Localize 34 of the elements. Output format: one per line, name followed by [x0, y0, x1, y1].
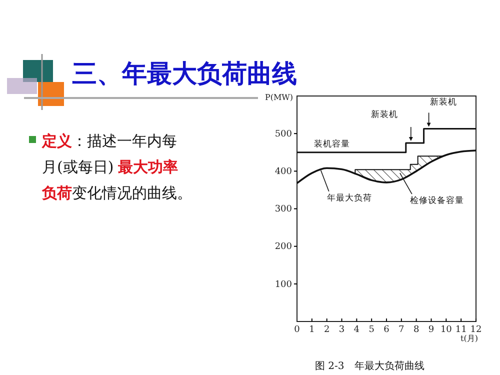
x-tick-label: 11	[455, 324, 467, 335]
text: ：描述一年内每	[72, 132, 177, 150]
x-tick-label: 7	[398, 324, 405, 335]
annotation: 新装机	[430, 96, 457, 108]
x-tick-label: 1	[309, 324, 315, 335]
x-tick-label: 0	[294, 324, 300, 335]
x-tick-label: 12	[470, 324, 482, 335]
chart-title: 三、年最大负荷曲线	[72, 59, 297, 88]
x-tick-label: 4	[354, 324, 360, 335]
caption: 图 2-3 年最大负荷曲线	[315, 360, 424, 372]
x-tick-label: 2	[324, 324, 330, 335]
x-tick-label: 5	[368, 324, 375, 335]
y-tick-label: 500	[274, 129, 292, 140]
text: 最大功率	[117, 158, 178, 176]
line-series	[296, 150, 477, 184]
annotation: 年最大负荷	[326, 192, 372, 204]
text: 月(或每日)	[42, 158, 114, 176]
annotation: 检修设备容量	[410, 195, 464, 206]
annotation: 新装机	[370, 108, 398, 120]
text: 定义	[41, 132, 73, 150]
text: 变化情况的曲线。	[72, 184, 192, 202]
x-axis-title: t(月)	[460, 334, 478, 343]
x-tick-label: 6	[384, 324, 390, 335]
y-tick-label: 300	[274, 204, 292, 215]
y-axis-title: P(MW)	[264, 93, 293, 102]
x-tick-label: 10	[440, 324, 452, 335]
text: 负荷	[41, 184, 72, 202]
x-tick-label: 9	[428, 324, 434, 335]
y-tick-label: 100	[274, 280, 292, 290]
annotation: 装机容量	[314, 138, 350, 150]
x-tick-label: 3	[338, 324, 345, 335]
y-tick-label: 400	[274, 167, 292, 178]
y-tick-label: 200	[274, 242, 292, 252]
x-tick-label: 8	[413, 324, 420, 335]
